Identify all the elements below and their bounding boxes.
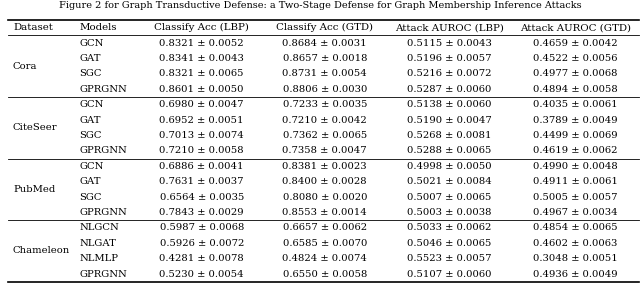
Text: GPRGNN: GPRGNN: [79, 85, 127, 94]
Text: SGC: SGC: [79, 192, 102, 202]
Text: 0.8553 ± 0.0014: 0.8553 ± 0.0014: [282, 208, 367, 217]
Text: NLGAT: NLGAT: [79, 239, 116, 248]
Text: Chameleon: Chameleon: [13, 247, 70, 255]
Text: 0.5926 ± 0.0072: 0.5926 ± 0.0072: [159, 239, 244, 248]
Text: GCN: GCN: [79, 39, 104, 47]
Text: 0.5021 ± 0.0084: 0.5021 ± 0.0084: [407, 177, 492, 186]
Text: 0.5005 ± 0.0057: 0.5005 ± 0.0057: [533, 192, 618, 202]
Text: GAT: GAT: [79, 116, 100, 125]
Text: 0.5138 ± 0.0060: 0.5138 ± 0.0060: [407, 100, 492, 109]
Text: 0.4659 ± 0.0042: 0.4659 ± 0.0042: [533, 39, 618, 47]
Text: 0.4911 ± 0.0061: 0.4911 ± 0.0061: [533, 177, 618, 186]
Text: Attack AUROC (LBP): Attack AUROC (LBP): [395, 23, 504, 32]
Text: 0.4990 ± 0.0048: 0.4990 ± 0.0048: [533, 162, 618, 171]
Text: 0.7210 ± 0.0058: 0.7210 ± 0.0058: [159, 146, 244, 155]
Text: Attack AUROC (GTD): Attack AUROC (GTD): [520, 23, 631, 32]
Text: 0.6585 ± 0.0070: 0.6585 ± 0.0070: [283, 239, 367, 248]
Text: GPRGNN: GPRGNN: [79, 269, 127, 279]
Text: 0.8657 ± 0.0018: 0.8657 ± 0.0018: [282, 54, 367, 63]
Text: 0.5190 ± 0.0047: 0.5190 ± 0.0047: [407, 116, 492, 125]
Text: 0.7013 ± 0.0074: 0.7013 ± 0.0074: [159, 131, 244, 140]
Text: 0.7210 ± 0.0042: 0.7210 ± 0.0042: [282, 116, 367, 125]
Text: Classify Acc (LBP): Classify Acc (LBP): [154, 23, 249, 32]
Text: 0.8731 ± 0.0054: 0.8731 ± 0.0054: [282, 69, 367, 78]
Text: NLGCN: NLGCN: [79, 223, 119, 232]
Text: 0.5107 ± 0.0060: 0.5107 ± 0.0060: [407, 269, 492, 279]
Text: 0.5287 ± 0.0060: 0.5287 ± 0.0060: [407, 85, 492, 94]
Text: 0.6952 ± 0.0051: 0.6952 ± 0.0051: [159, 116, 244, 125]
Text: 0.7631 ± 0.0037: 0.7631 ± 0.0037: [159, 177, 244, 186]
Text: SGC: SGC: [79, 69, 102, 78]
Text: 0.4854 ± 0.0065: 0.4854 ± 0.0065: [533, 223, 618, 232]
Text: NLMLP: NLMLP: [79, 254, 118, 263]
Text: CiteSeer: CiteSeer: [13, 123, 58, 132]
Text: 0.4977 ± 0.0068: 0.4977 ± 0.0068: [533, 69, 618, 78]
Text: 0.8321 ± 0.0065: 0.8321 ± 0.0065: [159, 69, 244, 78]
Text: 0.5268 ± 0.0081: 0.5268 ± 0.0081: [407, 131, 492, 140]
Text: GCN: GCN: [79, 162, 104, 171]
Text: Models: Models: [79, 23, 116, 32]
Text: GAT: GAT: [79, 177, 100, 186]
Text: 0.4894 ± 0.0058: 0.4894 ± 0.0058: [533, 85, 618, 94]
Text: 0.4281 ± 0.0078: 0.4281 ± 0.0078: [159, 254, 244, 263]
Text: SGC: SGC: [79, 131, 102, 140]
Text: 0.7358 ± 0.0047: 0.7358 ± 0.0047: [282, 146, 367, 155]
Text: 0.5196 ± 0.0057: 0.5196 ± 0.0057: [407, 54, 492, 63]
Text: 0.8080 ± 0.0020: 0.8080 ± 0.0020: [282, 192, 367, 202]
Text: 0.8601 ± 0.0050: 0.8601 ± 0.0050: [159, 85, 244, 94]
Text: 0.8321 ± 0.0052: 0.8321 ± 0.0052: [159, 39, 244, 47]
Text: 0.4936 ± 0.0049: 0.4936 ± 0.0049: [533, 269, 618, 279]
Text: 0.4499 ± 0.0069: 0.4499 ± 0.0069: [533, 131, 618, 140]
Text: 0.5033 ± 0.0062: 0.5033 ± 0.0062: [407, 223, 492, 232]
Text: 0.6550 ± 0.0058: 0.6550 ± 0.0058: [283, 269, 367, 279]
Text: Dataset: Dataset: [13, 23, 53, 32]
Text: 0.8341 ± 0.0043: 0.8341 ± 0.0043: [159, 54, 244, 63]
Text: GPRGNN: GPRGNN: [79, 208, 127, 217]
Text: 0.4602 ± 0.0063: 0.4602 ± 0.0063: [533, 239, 618, 248]
Text: 0.3048 ± 0.0051: 0.3048 ± 0.0051: [533, 254, 618, 263]
Text: 0.5230 ± 0.0054: 0.5230 ± 0.0054: [159, 269, 244, 279]
Text: 0.5007 ± 0.0065: 0.5007 ± 0.0065: [407, 192, 492, 202]
Text: 0.4998 ± 0.0050: 0.4998 ± 0.0050: [407, 162, 492, 171]
Text: 0.5115 ± 0.0043: 0.5115 ± 0.0043: [407, 39, 492, 47]
Text: 0.6564 ± 0.0035: 0.6564 ± 0.0035: [159, 192, 244, 202]
Text: 0.8684 ± 0.0031: 0.8684 ± 0.0031: [282, 39, 367, 47]
Text: PubMed: PubMed: [13, 185, 55, 194]
Text: 0.7362 ± 0.0065: 0.7362 ± 0.0065: [283, 131, 367, 140]
Text: 0.4967 ± 0.0034: 0.4967 ± 0.0034: [533, 208, 618, 217]
Text: 0.5987 ± 0.0068: 0.5987 ± 0.0068: [159, 223, 244, 232]
Text: 0.4522 ± 0.0056: 0.4522 ± 0.0056: [533, 54, 618, 63]
Text: GPRGNN: GPRGNN: [79, 146, 127, 155]
Text: 0.6886 ± 0.0041: 0.6886 ± 0.0041: [159, 162, 244, 171]
Text: Classify Acc (GTD): Classify Acc (GTD): [276, 23, 373, 32]
Text: 0.5003 ± 0.0038: 0.5003 ± 0.0038: [407, 208, 492, 217]
Text: 0.8400 ± 0.0028: 0.8400 ± 0.0028: [282, 177, 367, 186]
Text: 0.8806 ± 0.0030: 0.8806 ± 0.0030: [283, 85, 367, 94]
Text: 0.4619 ± 0.0062: 0.4619 ± 0.0062: [533, 146, 618, 155]
Text: GAT: GAT: [79, 54, 100, 63]
Text: 0.5523 ± 0.0057: 0.5523 ± 0.0057: [407, 254, 492, 263]
Text: 0.7843 ± 0.0029: 0.7843 ± 0.0029: [159, 208, 244, 217]
Text: 0.4035 ± 0.0061: 0.4035 ± 0.0061: [533, 100, 618, 109]
Text: 0.5288 ± 0.0065: 0.5288 ± 0.0065: [407, 146, 492, 155]
Text: 0.7233 ± 0.0035: 0.7233 ± 0.0035: [282, 100, 367, 109]
Text: Cora: Cora: [13, 62, 38, 71]
Text: 0.4824 ± 0.0074: 0.4824 ± 0.0074: [282, 254, 367, 263]
Text: 0.6980 ± 0.0047: 0.6980 ± 0.0047: [159, 100, 244, 109]
Text: 0.3789 ± 0.0049: 0.3789 ± 0.0049: [533, 116, 618, 125]
Text: 0.5046 ± 0.0065: 0.5046 ± 0.0065: [407, 239, 492, 248]
Text: 0.6657 ± 0.0062: 0.6657 ± 0.0062: [283, 223, 367, 232]
Text: GCN: GCN: [79, 100, 104, 109]
Text: 0.5216 ± 0.0072: 0.5216 ± 0.0072: [407, 69, 492, 78]
Text: 0.8381 ± 0.0023: 0.8381 ± 0.0023: [282, 162, 367, 171]
Text: Figure 2 for Graph Transductive Defense: a Two-Stage Defense for Graph Membershi: Figure 2 for Graph Transductive Defense:…: [59, 1, 581, 9]
